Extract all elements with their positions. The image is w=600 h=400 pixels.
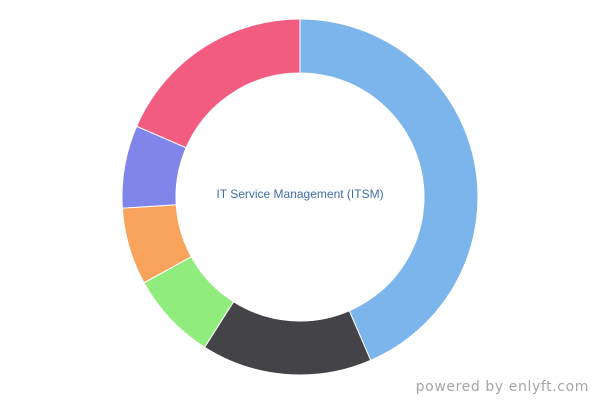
donut-slice-6[interactable] xyxy=(135,18,301,149)
chart-center-label: IT Service Management (ITSM) xyxy=(216,187,384,201)
donut-slice-2[interactable] xyxy=(203,301,372,376)
donut-slice-1[interactable] xyxy=(299,18,479,362)
powered-by-credit: powered by enlyft.com xyxy=(415,379,589,395)
